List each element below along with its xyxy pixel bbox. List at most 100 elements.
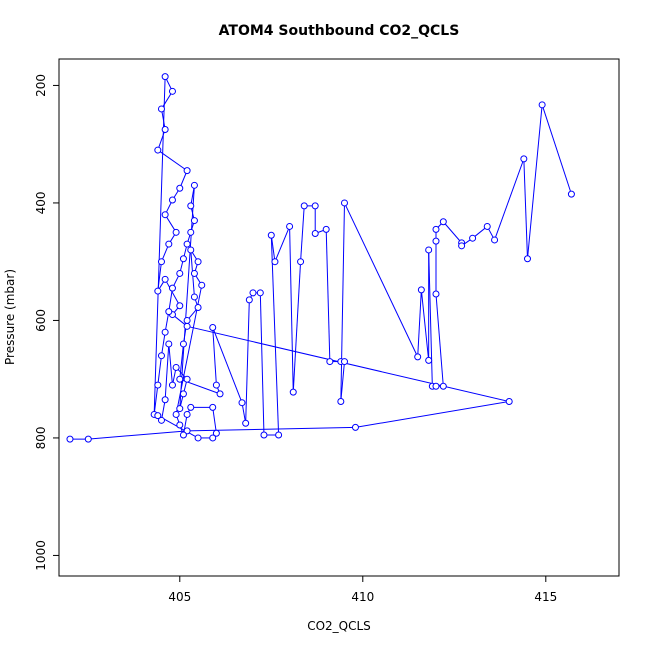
series-line-segment <box>494 158 525 241</box>
data-point <box>340 358 348 366</box>
data-point <box>84 435 92 443</box>
data-point <box>209 323 217 331</box>
series-line-segment <box>164 343 170 400</box>
data-point <box>157 258 165 266</box>
series-line-segment <box>344 202 419 358</box>
series-line-segment <box>340 202 345 402</box>
data-point <box>157 352 165 360</box>
data-point <box>267 231 275 239</box>
data-point <box>165 340 173 348</box>
data-point <box>168 87 176 95</box>
data-point <box>505 398 513 406</box>
data-point <box>161 126 169 133</box>
data-point <box>271 258 279 266</box>
data-point <box>183 410 191 418</box>
series-line-segment <box>523 158 528 259</box>
series-line-segment <box>164 279 181 306</box>
data-point <box>520 155 528 163</box>
series-line-segment <box>212 407 217 434</box>
data-point <box>183 240 191 248</box>
data-point <box>66 435 74 443</box>
series-line-segment <box>153 76 166 415</box>
series-line-segment <box>168 288 173 312</box>
data-point <box>439 382 447 390</box>
series-line-segment <box>270 235 276 262</box>
series-line-segment <box>212 327 243 403</box>
data-point <box>172 410 180 418</box>
data-point <box>194 258 202 266</box>
series-line-segment <box>212 327 217 386</box>
x-axis-label: CO2_QCLS <box>307 619 371 633</box>
data-point <box>311 202 319 210</box>
data-point <box>172 363 180 371</box>
data-point <box>176 184 184 192</box>
series-line-segment <box>325 229 331 362</box>
data-point <box>432 290 440 298</box>
data-point <box>176 375 184 383</box>
y-axis-label: Pressure (mbar) <box>3 269 17 365</box>
series-line-segment <box>168 343 173 386</box>
series-line-segment <box>186 325 510 402</box>
data-point <box>187 228 195 236</box>
data-point <box>168 381 176 389</box>
data-point <box>161 275 169 283</box>
data-point <box>194 304 202 312</box>
data-point <box>289 388 297 396</box>
data-point <box>439 218 447 226</box>
x-tick-label: 405 <box>168 590 191 604</box>
data-point <box>187 202 195 210</box>
data-point <box>523 255 531 263</box>
data-point <box>469 234 477 242</box>
data-point <box>340 199 348 207</box>
data-point <box>432 382 440 390</box>
series-line-segment <box>157 355 162 386</box>
data-point <box>176 269 184 277</box>
data-point <box>190 293 198 301</box>
data-point <box>458 242 466 250</box>
data-point <box>209 403 217 411</box>
data-point <box>176 302 184 310</box>
data-point <box>491 236 499 244</box>
data-point <box>567 190 575 198</box>
data-point <box>161 211 169 219</box>
series-line-segment <box>289 226 294 393</box>
data-point <box>187 246 195 254</box>
y-tick-label: 800 <box>34 426 48 449</box>
series-line-segment <box>88 430 188 440</box>
data-point <box>260 431 268 439</box>
data-point <box>245 296 253 304</box>
data-point <box>190 269 198 277</box>
data-point <box>187 403 195 411</box>
data-point <box>538 101 546 109</box>
data-point <box>286 222 294 230</box>
data-point <box>256 289 264 297</box>
data-point <box>414 353 422 361</box>
data-point <box>179 431 187 439</box>
data-point <box>154 381 162 389</box>
data-point <box>212 429 220 437</box>
series-line-segment <box>300 205 305 262</box>
series-line-segment <box>274 226 291 262</box>
data-point <box>216 390 224 398</box>
data-point <box>176 421 184 429</box>
data-point <box>249 289 257 297</box>
x-tick-label: 410 <box>351 590 374 604</box>
series-line-segment <box>153 385 159 415</box>
data-point <box>297 258 305 266</box>
data-point <box>337 398 345 406</box>
series-line-segment <box>428 249 433 387</box>
series-line-segment <box>245 299 250 424</box>
data-point <box>183 322 191 330</box>
plot-layer <box>66 73 575 443</box>
data-point <box>154 146 162 154</box>
data-point <box>183 316 191 324</box>
series-line-segment <box>541 104 572 195</box>
series-line-segment <box>442 221 462 244</box>
y-tick-label: 600 <box>34 309 48 332</box>
data-point <box>168 284 176 292</box>
series-line-segment <box>160 332 166 356</box>
data-point <box>209 434 217 442</box>
data-point <box>326 358 334 366</box>
series-line-segment <box>355 401 510 428</box>
